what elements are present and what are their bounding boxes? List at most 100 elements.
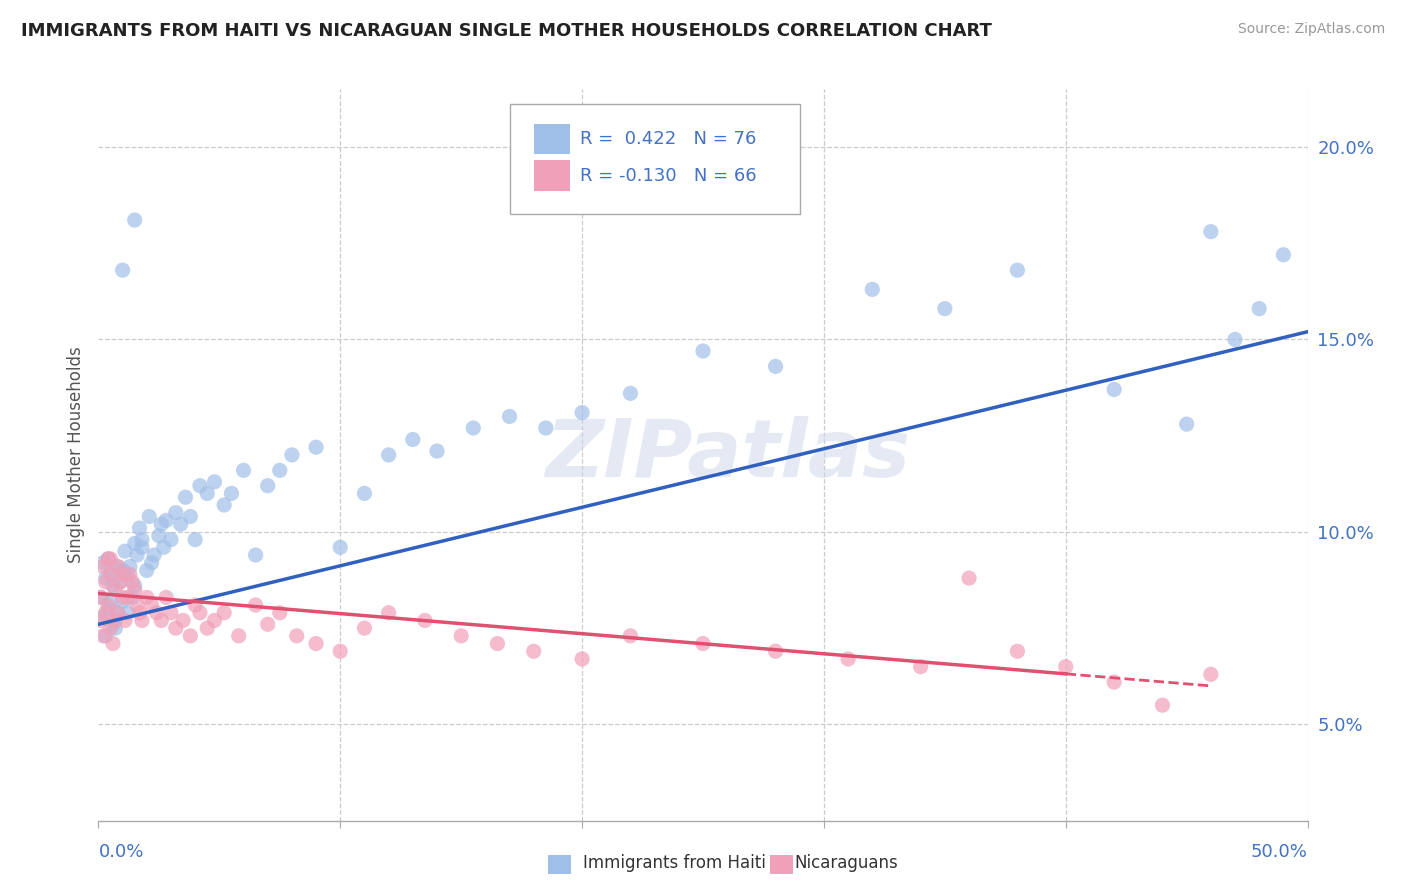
Point <box>204 614 226 628</box>
Text: Nicaraguans: Nicaraguans <box>794 855 898 872</box>
Point <box>124 582 146 597</box>
Point <box>100 594 122 608</box>
Point <box>131 533 153 547</box>
Point <box>135 591 157 605</box>
Point <box>329 644 352 658</box>
Point <box>692 343 714 358</box>
Point <box>141 598 163 612</box>
Point <box>121 591 143 605</box>
Point <box>1102 383 1125 397</box>
Point <box>571 652 593 666</box>
Point <box>245 548 267 562</box>
Point <box>117 591 139 605</box>
Point <box>1054 659 1077 673</box>
Point <box>305 636 328 650</box>
Point <box>91 629 114 643</box>
Point <box>1272 248 1295 262</box>
Point <box>90 591 112 605</box>
Point <box>107 606 129 620</box>
Point <box>91 609 114 624</box>
Point <box>94 606 117 620</box>
Point <box>957 571 980 585</box>
Point <box>100 567 122 582</box>
Text: R =  0.422   N = 76: R = 0.422 N = 76 <box>579 130 756 148</box>
Point <box>111 591 134 605</box>
Point <box>155 513 177 527</box>
Point <box>353 621 375 635</box>
Point <box>97 598 120 612</box>
Point <box>114 544 136 558</box>
Point <box>377 448 399 462</box>
Point <box>463 421 485 435</box>
Point <box>179 509 201 524</box>
Point <box>221 486 243 500</box>
Point <box>94 571 117 585</box>
Point <box>765 644 787 658</box>
Point <box>534 421 557 435</box>
Point <box>195 621 218 635</box>
Point <box>285 629 308 643</box>
Point <box>100 621 122 635</box>
FancyBboxPatch shape <box>509 103 800 213</box>
Point <box>107 559 129 574</box>
Point <box>498 409 520 424</box>
Point <box>155 591 177 605</box>
Point <box>256 479 278 493</box>
Text: 0.0%: 0.0% <box>98 843 143 861</box>
Point <box>124 579 146 593</box>
Point <box>245 598 267 612</box>
Point <box>188 606 211 620</box>
Point <box>269 606 291 620</box>
Point <box>104 614 127 628</box>
Point <box>1175 417 1198 431</box>
Point <box>111 563 134 577</box>
Point <box>837 652 859 666</box>
Point <box>619 629 641 643</box>
Point <box>934 301 956 316</box>
Point <box>152 541 174 555</box>
Text: 50.0%: 50.0% <box>1251 843 1308 861</box>
Point <box>204 475 226 489</box>
Point <box>124 213 146 227</box>
Point <box>118 567 141 582</box>
Point <box>1007 263 1029 277</box>
Text: R = -0.130   N = 66: R = -0.130 N = 66 <box>579 167 756 185</box>
Point <box>212 606 235 620</box>
Point <box>107 606 129 620</box>
Point <box>94 629 117 643</box>
Point <box>165 506 187 520</box>
Point <box>138 509 160 524</box>
Point <box>329 541 352 555</box>
Point <box>97 552 120 566</box>
Point <box>148 529 170 543</box>
Point <box>97 602 120 616</box>
Point <box>160 606 183 620</box>
Point <box>1249 301 1271 316</box>
Point <box>450 629 472 643</box>
Point <box>765 359 787 374</box>
Point <box>174 490 197 504</box>
Bar <box>534 161 569 191</box>
Point <box>179 629 201 643</box>
Point <box>145 606 167 620</box>
Point <box>100 552 122 566</box>
Point <box>104 621 127 635</box>
Point <box>131 541 153 555</box>
Point <box>100 567 122 582</box>
Point <box>910 659 932 673</box>
Point <box>413 614 436 628</box>
Point <box>1102 675 1125 690</box>
Point <box>143 548 166 562</box>
Point <box>108 574 131 589</box>
Point <box>232 463 254 477</box>
Point <box>128 521 150 535</box>
Point <box>124 536 146 550</box>
Point <box>619 386 641 401</box>
Point <box>91 556 114 570</box>
Point <box>101 579 124 593</box>
Point <box>188 479 211 493</box>
Bar <box>534 124 569 154</box>
Point <box>150 614 173 628</box>
Point <box>104 582 127 597</box>
Point <box>107 559 129 574</box>
